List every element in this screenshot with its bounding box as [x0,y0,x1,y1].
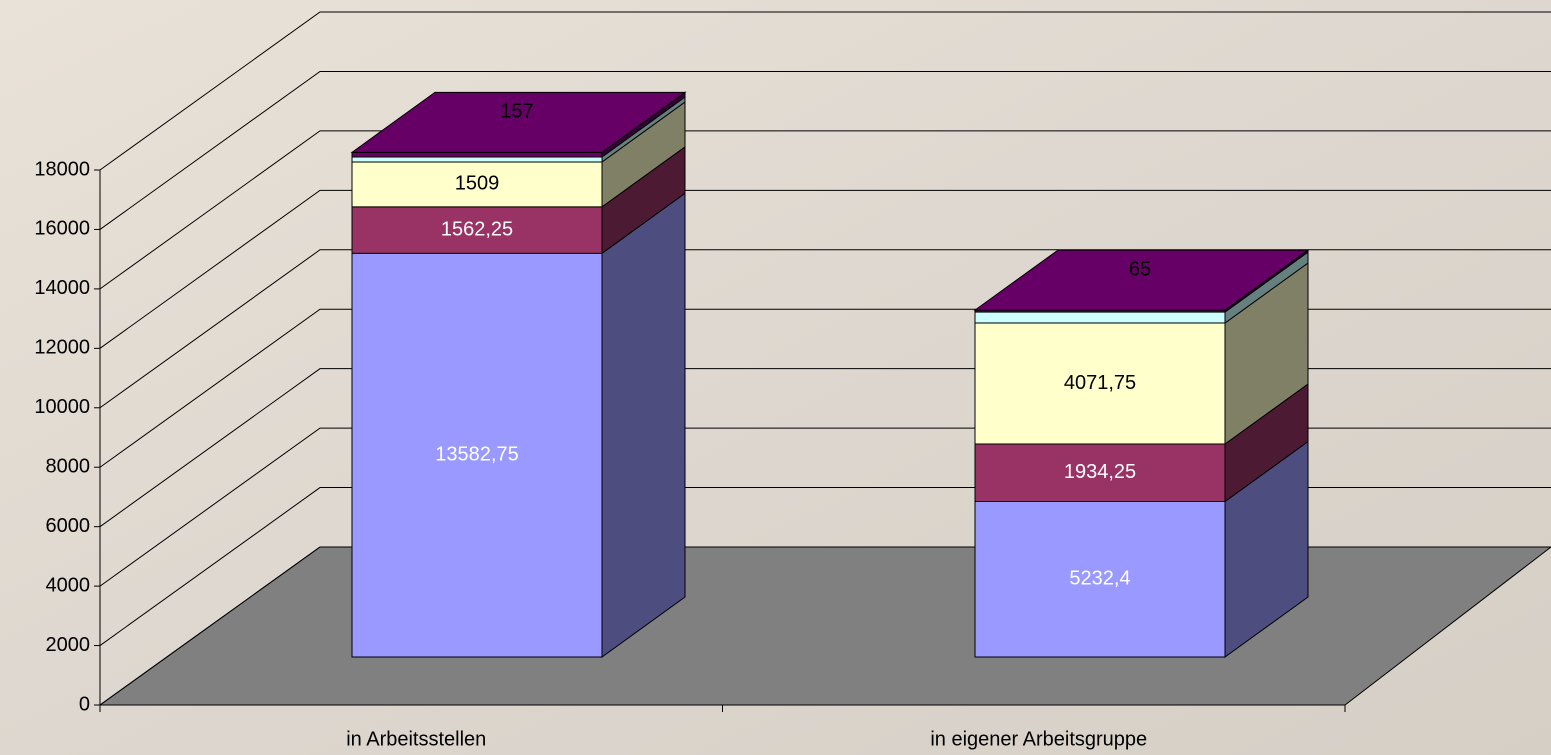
grid-line [99,189,1551,349]
y-tick-label: 14000 [34,277,90,299]
y-tick-label: 10000 [34,396,90,418]
bar-top [973,249,1310,311]
bar-top [350,91,687,153]
bar-segment [351,156,603,163]
y-tick-label: 2000 [46,634,91,656]
value-label: 13582,75 [435,443,518,465]
y-tick-label: 12000 [34,337,90,359]
bar-side [601,192,686,658]
value-label: 4071,75 [1064,372,1136,394]
bar-segment [351,206,603,254]
bar-segment [351,252,603,658]
y-tick-label: 18000 [34,158,90,180]
grid-line [99,70,1551,230]
x-tick-label: in eigener Arbeitsgruppe [930,728,1147,750]
grid-line [99,130,1551,290]
value-label: 1562,25 [441,218,513,240]
floor [98,546,1551,706]
value-label: 1934,25 [1064,461,1136,483]
y-tick-label: 16000 [34,218,90,240]
value-label: 157 [500,101,533,123]
value-label: 1509 [455,173,500,195]
y-tick-label: 8000 [46,456,91,478]
bar-segment [974,443,1226,502]
value-label: 5232,4 [1069,568,1130,590]
bar-segment [351,161,603,208]
grid-line [99,11,1551,171]
y-tick-label: 0 [79,693,90,715]
value-label: 65 [1129,258,1151,280]
y-tick-label: 6000 [46,515,91,537]
y-tick-label: 4000 [46,574,91,596]
x-tick-label: in Arbeitsstellen [346,728,486,750]
bar-segment [974,500,1226,658]
bar-segment [351,151,603,158]
bar-segment [974,311,1226,324]
